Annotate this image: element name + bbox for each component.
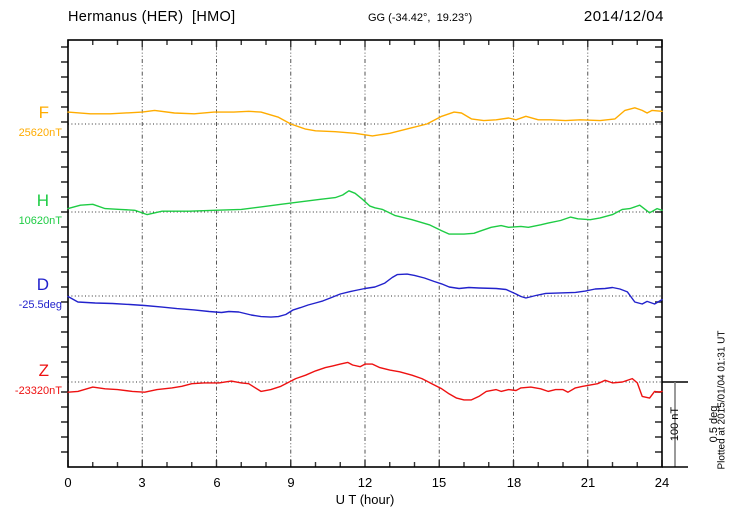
xaxis-title: U T (hour) bbox=[335, 492, 395, 507]
xtick-0: 0 bbox=[64, 475, 72, 490]
xtick-12: 12 bbox=[357, 475, 373, 490]
axis-ticks bbox=[61, 40, 663, 467]
xtick-3: 3 bbox=[138, 475, 146, 490]
xtick-9: 9 bbox=[287, 475, 295, 490]
series-baseline-value-F: 25620nT bbox=[18, 127, 62, 139]
series-label-D: D bbox=[36, 275, 49, 294]
plotted-at-note: Plotted at 2015/01/04 01:31 UT bbox=[716, 330, 728, 470]
geographic-coords: GG (-34.42°, 19.23°) bbox=[368, 12, 473, 24]
curve-F bbox=[67, 107, 663, 137]
xtick-24: 24 bbox=[654, 475, 670, 490]
series-baseline-value-D: -25.5deg bbox=[18, 299, 62, 311]
trace-curves bbox=[67, 107, 663, 401]
gridlines bbox=[141, 40, 589, 467]
scale-bar bbox=[662, 381, 688, 468]
series-baseline-value-H: 10620nT bbox=[18, 215, 62, 227]
xtick-21: 21 bbox=[580, 475, 596, 490]
series-baseline-value-Z: -23320nT bbox=[14, 385, 62, 397]
series-label-F: F bbox=[38, 103, 49, 122]
component-baselines bbox=[68, 123, 662, 383]
series-label-Z: Z bbox=[38, 361, 49, 380]
series-label-H: H bbox=[36, 191, 49, 210]
xtick-15: 15 bbox=[431, 475, 447, 490]
plot-date: 2014/12/04 bbox=[583, 8, 664, 25]
xtick-6: 6 bbox=[213, 475, 221, 490]
curve-Z bbox=[67, 361, 663, 401]
station-title: Hermanus (HER) [HMO] bbox=[68, 9, 236, 25]
curve-H bbox=[67, 190, 663, 235]
plot-frame bbox=[67, 39, 663, 468]
curve-D bbox=[67, 273, 663, 318]
scale-note-nt: 100 nT bbox=[669, 406, 681, 442]
xtick-18: 18 bbox=[506, 475, 522, 490]
